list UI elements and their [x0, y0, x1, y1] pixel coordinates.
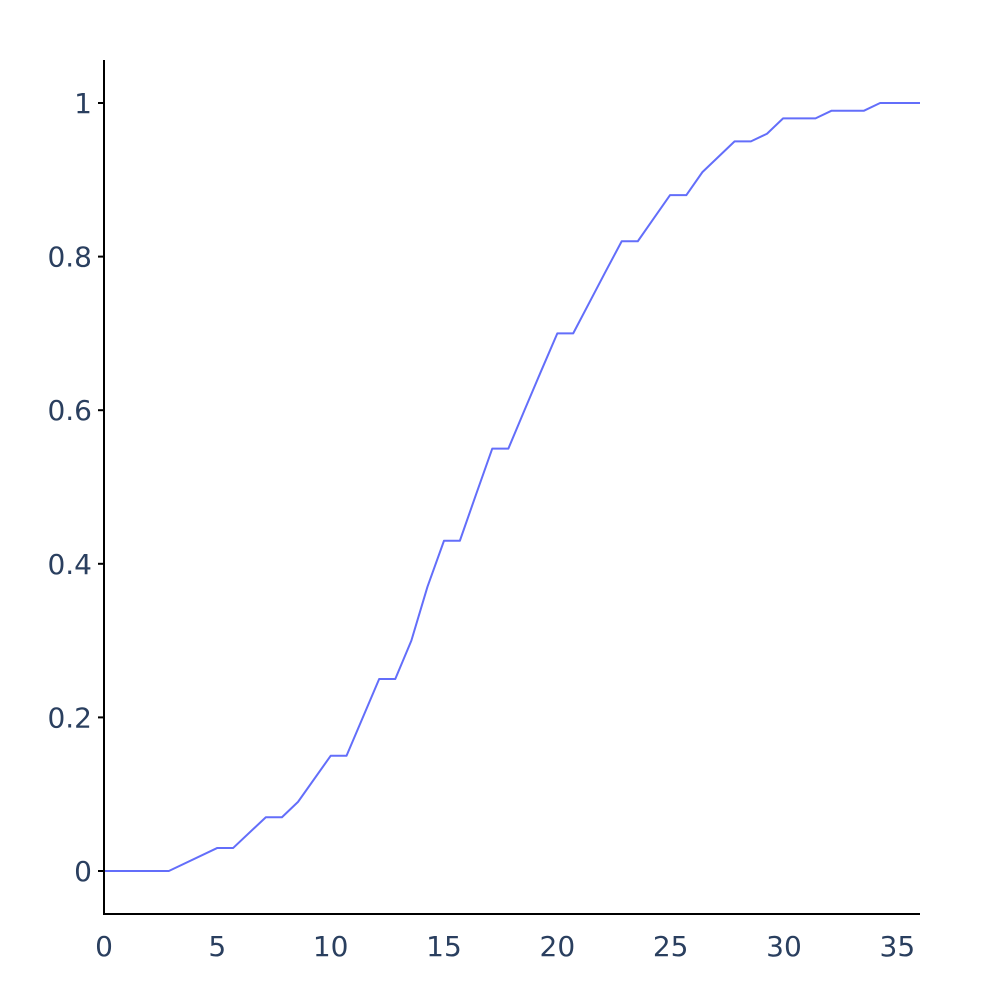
series-line-0 — [104, 102, 920, 872]
x-tick-label: 20 — [540, 930, 576, 963]
x-tick-label: 25 — [653, 930, 689, 963]
y-tick-label: 0.2 — [47, 701, 92, 734]
y-tick-label: 0.4 — [47, 548, 92, 581]
axes: 00.20.40.60.810 5 10 15 20 25 30 35 — [47, 60, 920, 963]
plot-area — [104, 102, 920, 872]
y-tick-label: 0.6 — [47, 394, 92, 427]
x-tick-label: 10 — [313, 930, 349, 963]
x-tick-label: 30 — [766, 930, 802, 963]
y-tick-label: 0 — [74, 855, 92, 888]
x-tick-label: 0 — [95, 930, 113, 963]
x-tick-label: 35 — [880, 930, 916, 963]
x-tick-label: 15 — [426, 930, 462, 963]
y-tick-label: 0.8 — [47, 241, 92, 274]
x-tick-label: 5 — [208, 930, 226, 963]
y-tick-label: 1 — [74, 87, 92, 120]
